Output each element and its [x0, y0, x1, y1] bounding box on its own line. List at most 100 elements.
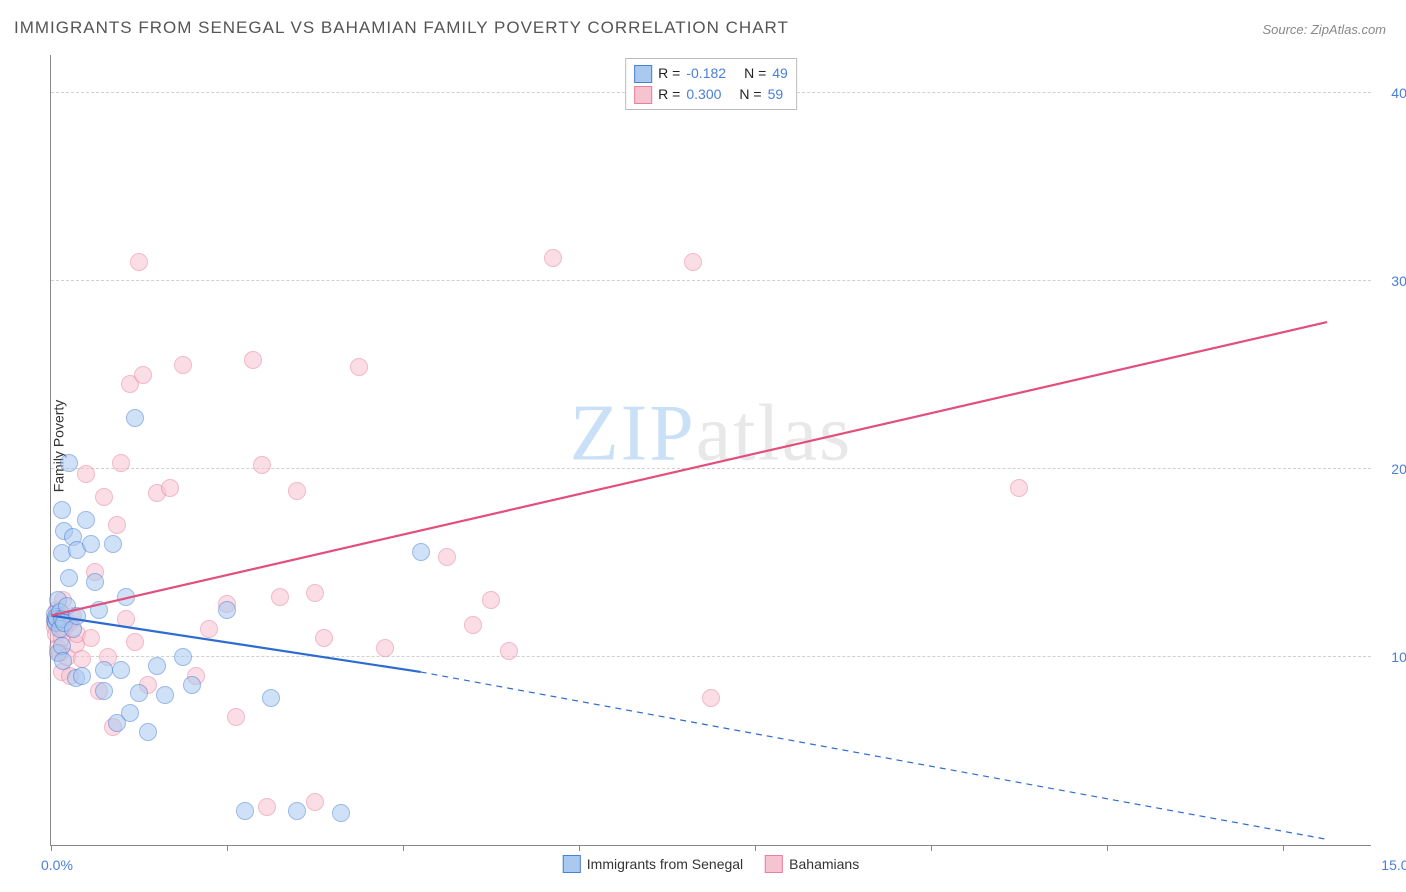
scatter-point-senegal — [54, 652, 72, 670]
x-tick — [755, 845, 756, 851]
scatter-point-bahamians — [438, 548, 456, 566]
x-axis-max-label: 15.0% — [1381, 857, 1406, 873]
scatter-point-senegal — [332, 804, 350, 822]
scatter-point-bahamians — [200, 620, 218, 638]
scatter-point-bahamians — [108, 516, 126, 534]
x-tick — [931, 845, 932, 851]
scatter-point-bahamians — [82, 629, 100, 647]
n-label: N = — [744, 63, 766, 84]
scatter-point-bahamians — [288, 482, 306, 500]
x-tick — [1283, 845, 1284, 851]
y-tick-label: 30.0% — [1381, 273, 1406, 289]
scatter-point-senegal — [82, 535, 100, 553]
legend-item-bahamians: Bahamians — [765, 855, 859, 873]
x-tick — [579, 845, 580, 851]
scatter-point-senegal — [68, 607, 86, 625]
scatter-point-bahamians — [77, 465, 95, 483]
scatter-point-bahamians — [253, 456, 271, 474]
scatter-point-bahamians — [95, 488, 113, 506]
scatter-point-senegal — [112, 661, 130, 679]
x-axis-min-label: 0.0% — [41, 857, 73, 873]
y-tick-label: 40.0% — [1381, 85, 1406, 101]
scatter-point-senegal — [288, 802, 306, 820]
swatch-bahamians — [634, 86, 652, 104]
gridline — [51, 656, 1371, 657]
gridline — [51, 280, 1371, 281]
legend-label-senegal: Immigrants from Senegal — [587, 856, 743, 872]
x-tick — [403, 845, 404, 851]
r-label: R = — [658, 63, 680, 84]
series-legend: Immigrants from Senegal Bahamians — [563, 855, 859, 873]
scatter-point-bahamians — [117, 610, 135, 628]
scatter-point-senegal — [73, 667, 91, 685]
stats-row-bahamians: R = 0.300 N = 59 — [634, 84, 788, 105]
x-tick — [51, 845, 52, 851]
x-tick — [227, 845, 228, 851]
scatter-point-senegal — [236, 802, 254, 820]
scatter-point-senegal — [130, 684, 148, 702]
scatter-point-senegal — [95, 661, 113, 679]
scatter-point-senegal — [53, 501, 71, 519]
y-tick-label: 10.0% — [1381, 649, 1406, 665]
correlation-stats-legend: R = -0.182 N = 49 R = 0.300 N = 59 — [625, 58, 797, 110]
scatter-point-bahamians — [482, 591, 500, 609]
scatter-point-senegal — [183, 676, 201, 694]
trend-lines — [51, 55, 1371, 845]
legend-label-bahamians: Bahamians — [789, 856, 859, 872]
scatter-point-bahamians — [161, 479, 179, 497]
r-label: R = — [658, 84, 680, 105]
scatter-point-bahamians — [73, 650, 91, 668]
n-value-senegal: 49 — [772, 63, 788, 84]
scatter-point-bahamians — [684, 253, 702, 271]
scatter-point-bahamians — [244, 351, 262, 369]
scatter-point-senegal — [262, 689, 280, 707]
scatter-point-bahamians — [376, 639, 394, 657]
swatch-senegal — [563, 855, 581, 873]
stats-row-senegal: R = -0.182 N = 49 — [634, 63, 788, 84]
scatter-point-senegal — [156, 686, 174, 704]
y-tick-label: 20.0% — [1381, 461, 1406, 477]
scatter-point-bahamians — [350, 358, 368, 376]
scatter-point-bahamians — [702, 689, 720, 707]
scatter-point-bahamians — [174, 356, 192, 374]
scatter-point-senegal — [139, 723, 157, 741]
r-value-bahamians: 0.300 — [686, 84, 721, 105]
scatter-point-senegal — [148, 657, 166, 675]
watermark-atlas: atlas — [696, 390, 853, 478]
n-label: N = — [739, 84, 761, 105]
trend-line-senegal-extrapolated — [421, 672, 1327, 839]
scatter-point-bahamians — [306, 584, 324, 602]
scatter-point-senegal — [95, 682, 113, 700]
scatter-point-senegal — [412, 543, 430, 561]
scatter-point-senegal — [174, 648, 192, 666]
watermark-zip: ZIP — [570, 390, 696, 478]
scatter-point-bahamians — [126, 633, 144, 651]
source-attribution: Source: ZipAtlas.com — [1262, 22, 1386, 37]
scatter-point-bahamians — [544, 249, 562, 267]
legend-item-senegal: Immigrants from Senegal — [563, 855, 743, 873]
scatter-point-bahamians — [130, 253, 148, 271]
scatter-point-senegal — [104, 535, 122, 553]
scatter-point-bahamians — [112, 454, 130, 472]
scatter-point-bahamians — [134, 366, 152, 384]
plot-area: ZIPatlas 10.0%20.0%30.0%40.0% 0.0% 15.0%… — [50, 55, 1371, 846]
swatch-bahamians — [765, 855, 783, 873]
scatter-point-senegal — [86, 573, 104, 591]
n-value-bahamians: 59 — [768, 84, 784, 105]
scatter-point-bahamians — [306, 793, 324, 811]
scatter-point-bahamians — [271, 588, 289, 606]
scatter-point-senegal — [90, 601, 108, 619]
scatter-point-bahamians — [500, 642, 518, 660]
scatter-point-senegal — [60, 454, 78, 472]
watermark: ZIPatlas — [570, 389, 853, 480]
scatter-point-bahamians — [227, 708, 245, 726]
scatter-point-senegal — [218, 601, 236, 619]
scatter-point-senegal — [77, 511, 95, 529]
scatter-point-bahamians — [315, 629, 333, 647]
gridline — [51, 468, 1371, 469]
scatter-point-bahamians — [464, 616, 482, 634]
scatter-point-senegal — [121, 704, 139, 722]
r-value-senegal: -0.182 — [686, 63, 726, 84]
scatter-point-senegal — [60, 569, 78, 587]
scatter-point-bahamians — [1010, 479, 1028, 497]
